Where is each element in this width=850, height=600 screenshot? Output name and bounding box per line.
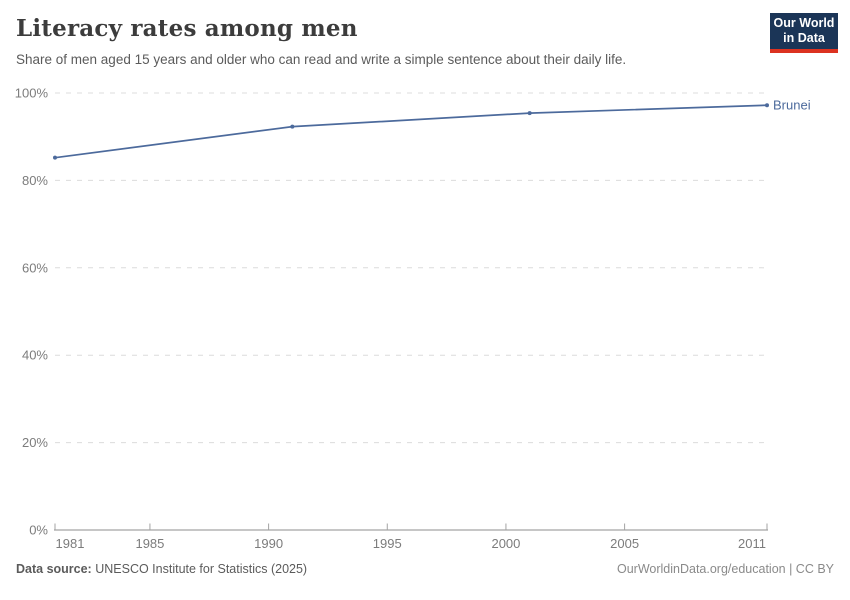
- x-axis-tick-label: 1995: [373, 536, 402, 551]
- y-axis-tick-label: 20%: [22, 435, 48, 450]
- x-axis-tick-label: 1990: [254, 536, 283, 551]
- owid-logo-line1: Our World: [773, 16, 835, 30]
- series-label: Brunei: [773, 98, 811, 113]
- attribution-note: OurWorldinData.org/education | CC BY: [616, 562, 834, 576]
- data-point: [765, 103, 769, 108]
- page-title: Literacy rates among men: [16, 15, 358, 42]
- y-axis-tick-label: 0%: [29, 523, 48, 538]
- x-axis-tick-label: 2011: [738, 536, 766, 551]
- data-source-value: UNESCO Institute for Statistics (2025): [95, 562, 308, 576]
- line-series: [54, 104, 768, 159]
- data-point: [53, 155, 57, 160]
- chart-footer: Data source: UNESCO Institute for Statis…: [16, 562, 834, 576]
- x-axis-tick-label: 2000: [491, 536, 520, 551]
- owid-logo: Our World in Data: [770, 13, 838, 53]
- x-axis-tick-label: 1981: [56, 536, 85, 551]
- x-axis-tick-label: 1985: [135, 536, 164, 551]
- owid-logo-line2: in Data: [783, 31, 825, 45]
- y-axis-tick-label: 100%: [15, 86, 49, 101]
- page-subtitle: Share of men aged 15 years and older who…: [16, 52, 627, 67]
- data-point: [527, 111, 532, 116]
- x-axis-tick-label: 2005: [610, 536, 639, 551]
- data-source-label: Data source:: [16, 562, 92, 576]
- data-source-note: Data source: UNESCO Institute for Statis…: [16, 562, 307, 576]
- y-axis-tick-label: 60%: [22, 260, 48, 275]
- y-axis-tick-label: 80%: [22, 173, 48, 188]
- y-axis-tick-label: 40%: [22, 348, 48, 363]
- data-point: [290, 124, 295, 129]
